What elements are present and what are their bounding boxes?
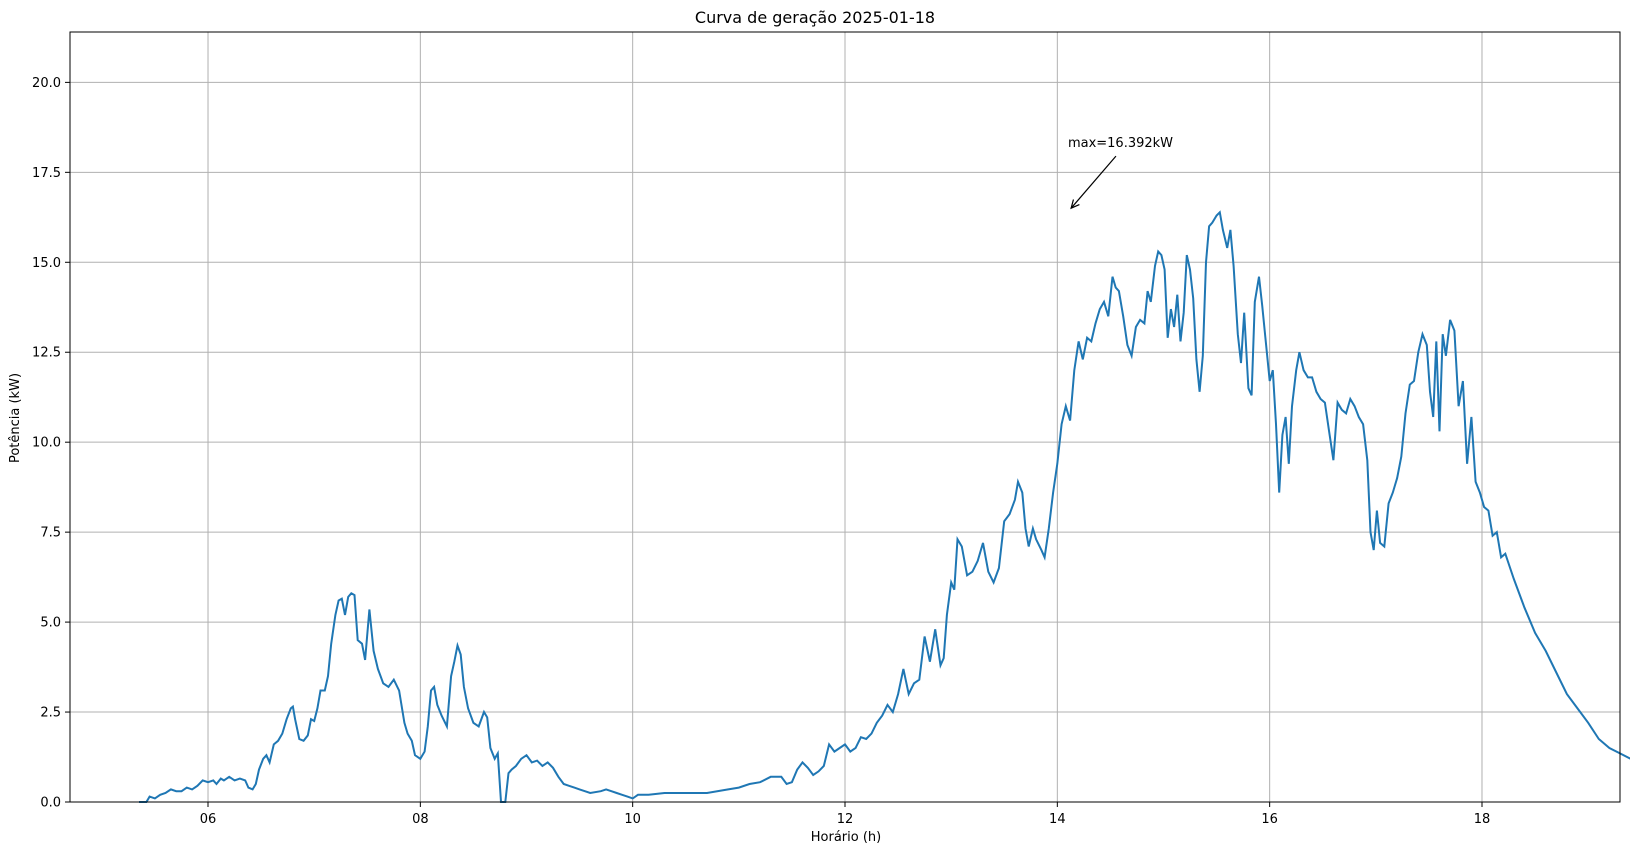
grid [70,32,1620,803]
x-tick-label: 06 [200,812,217,827]
x-tick-label: 16 [1261,812,1278,827]
y-tick-label: 12.5 [32,346,61,361]
y-tick-labels: 0.0 2.5 5.0 7.5 10.0 12.5 15.0 17.5 20.0 [32,76,70,811]
x-tick-label: 18 [1474,812,1491,827]
y-tick-label: 20.0 [32,76,61,91]
chart-title: Curva de geração 2025-01-18 [695,8,935,27]
annotation-arrow-head [1070,199,1080,210]
y-axis-label: Potência (kW) [8,373,23,463]
x-tick-label: 10 [624,812,641,827]
annotation-arrow-line [1070,155,1117,209]
y-tick-label: 15.0 [32,256,61,271]
x-tick-label: 12 [837,812,854,827]
y-tick-label: 2.5 [40,706,61,721]
y-tick-label: 7.5 [40,526,61,541]
series-line [139,210,1630,803]
max-annotation: max=16.392kW [1068,136,1173,210]
y-tick-label: 5.0 [40,616,61,631]
annotation-text: max=16.392kW [1068,136,1173,151]
y-tick-label: 17.5 [32,166,61,181]
plot-frame [69,31,1621,803]
x-axis-label: Horário (h) [811,830,881,845]
x-tick-label: 08 [412,812,429,827]
x-tick-label: 14 [1049,812,1066,827]
x-tick-labels: 06 08 10 12 14 16 18 [200,802,1491,827]
y-tick-label: 10.0 [32,436,61,451]
y-tick-label: 0.0 [40,796,61,811]
